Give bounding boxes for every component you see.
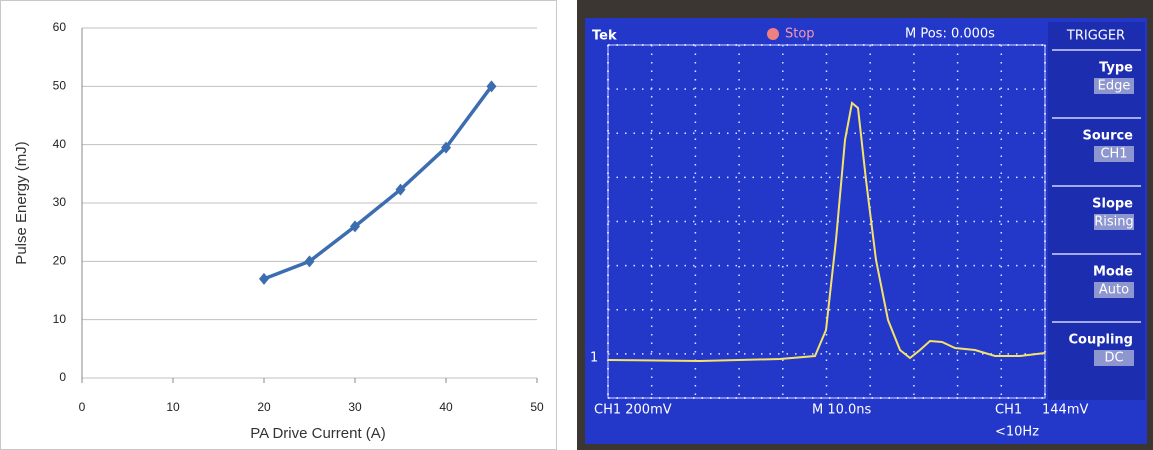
y-tick-label: 10 — [53, 312, 67, 326]
chart-frame — [1, 1, 557, 450]
x-axis-label: PA Drive Current (A) — [250, 425, 386, 442]
time-scale: M 10.0ns — [812, 403, 872, 418]
y-tick-label: 20 — [53, 254, 67, 268]
y-tick-label: 50 — [53, 79, 67, 93]
menu-title: TRIGGER — [1066, 29, 1125, 44]
menu-label: Slope — [1092, 197, 1133, 212]
x-tick-label: 40 — [439, 400, 453, 414]
horizontal-position: M Pos: 0.000s — [905, 27, 995, 42]
channel-scale: CH1 200mV — [594, 403, 672, 418]
brand: Tek — [592, 29, 617, 44]
run-state: Stop — [785, 27, 815, 42]
menu-value: Auto — [1099, 283, 1129, 298]
stop-icon — [767, 28, 779, 40]
menu-label: Mode — [1093, 265, 1133, 280]
y-tick-label: 30 — [53, 195, 67, 209]
menu-label: Source — [1083, 129, 1134, 144]
y-tick-label: 60 — [53, 20, 67, 34]
y-tick-label: 0 — [59, 370, 66, 384]
x-tick-label: 30 — [348, 400, 362, 414]
figure: PA Drive Current (A) Pulse Energy (mJ) T… — [0, 0, 1153, 450]
menu-label: Type — [1099, 61, 1133, 76]
x-tick-label: 10 — [166, 400, 180, 414]
menu-value: CH1 — [1100, 147, 1127, 162]
menu-value: DC — [1104, 351, 1123, 366]
trigger-channel: CH1 — [995, 403, 1022, 418]
y-tick-label: 40 — [53, 137, 67, 151]
menu-label: Coupling — [1068, 333, 1133, 348]
x-tick-label: 20 — [257, 400, 271, 414]
frequency: <10Hz — [995, 425, 1039, 440]
channel-marker: 1 — [590, 351, 598, 366]
menu-value: Edge — [1098, 79, 1131, 94]
x-tick-label: 0 — [79, 400, 86, 414]
trigger-level: 144mV — [1042, 403, 1088, 418]
y-axis-label: Pulse Energy (mJ) — [13, 141, 30, 264]
x-tick-label: 50 — [530, 400, 544, 414]
menu-value: Rising — [1094, 215, 1134, 230]
